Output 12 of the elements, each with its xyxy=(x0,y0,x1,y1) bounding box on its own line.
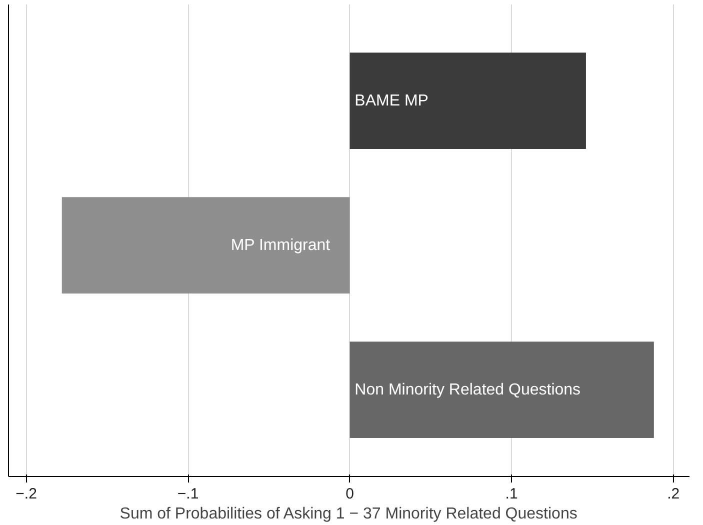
bar xyxy=(350,342,654,438)
bar xyxy=(62,197,350,294)
y-tick-label: Non Minority Related Questions xyxy=(354,381,581,398)
x-tick-label: .2 xyxy=(667,486,680,502)
y-tick-label: MP Immigrant xyxy=(230,236,331,254)
x-axis-title: Sum of Probabilities of Asking 1 − 37 Minority Related Questions xyxy=(120,506,578,522)
y-tick-label: BAME MP xyxy=(354,92,428,110)
x-tick-label: 0 xyxy=(346,486,354,502)
x-tick-label: .1 xyxy=(505,486,518,502)
bar xyxy=(350,52,586,150)
x-tick-label: −.2 xyxy=(16,486,37,502)
x-tick-label: −.1 xyxy=(177,486,199,502)
